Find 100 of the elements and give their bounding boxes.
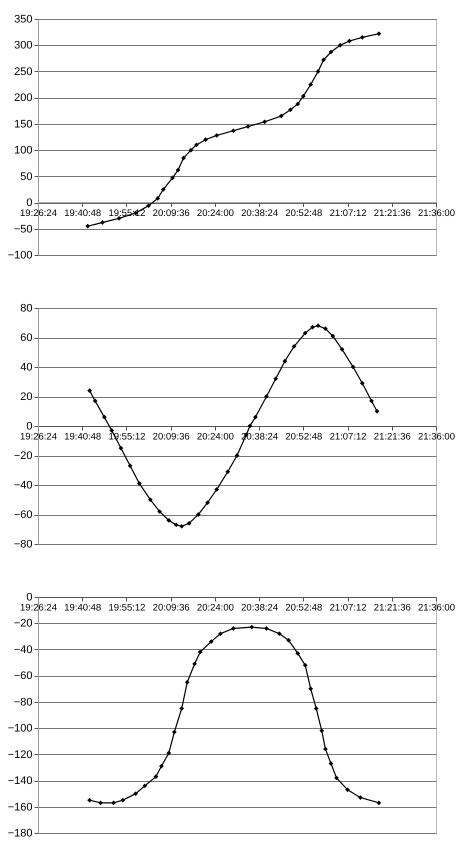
- y-tick-label: 100: [14, 144, 32, 157]
- point: [316, 69, 320, 74]
- point: [154, 774, 158, 779]
- x-tick-label: 19:40:48: [64, 208, 102, 220]
- y-tick-label: −20: [14, 618, 32, 630]
- x-tick-label: 19:26:24: [20, 432, 57, 442]
- point: [186, 521, 192, 526]
- point: [358, 795, 363, 800]
- point: [253, 414, 258, 420]
- point: [159, 764, 164, 768]
- point: [345, 787, 350, 792]
- point: [198, 650, 202, 654]
- point: [308, 686, 314, 692]
- point: [218, 631, 223, 636]
- point: [246, 124, 250, 129]
- point: [98, 800, 103, 806]
- point: [328, 50, 334, 54]
- point: [264, 626, 269, 631]
- x-tick-label: 20:38:24: [241, 208, 278, 220]
- point: [118, 446, 124, 450]
- point: [102, 414, 107, 420]
- point: [120, 798, 126, 803]
- y-tick-label: −60: [14, 670, 32, 682]
- point: [369, 398, 374, 404]
- y-tick-label: 50: [20, 170, 32, 183]
- point: [282, 358, 288, 364]
- point: [146, 203, 151, 208]
- x-tick-label: 21:21:36: [374, 432, 411, 442]
- point: [214, 133, 220, 138]
- y-tick-label: 200: [14, 92, 32, 104]
- point: [148, 497, 153, 502]
- point: [249, 624, 254, 630]
- point: [230, 128, 236, 134]
- point: [323, 746, 328, 752]
- x-tick-label: 19:40:48: [64, 602, 102, 614]
- point: [87, 798, 92, 803]
- point: [234, 453, 240, 458]
- x-tick-label: 20:52:48: [285, 208, 322, 220]
- x-tick-label: 21:36:00: [418, 602, 455, 614]
- point: [338, 42, 343, 48]
- point: [85, 224, 90, 228]
- point: [300, 94, 306, 98]
- point: [174, 522, 179, 528]
- y-tick-label: −40: [14, 480, 32, 492]
- point: [196, 512, 201, 517]
- point: [172, 730, 177, 734]
- y-tick-label: −50: [14, 223, 32, 236]
- point: [328, 761, 334, 766]
- y-tick-label: 0: [26, 197, 32, 210]
- y-tick-label: −80: [14, 538, 32, 550]
- point: [277, 631, 282, 636]
- point: [225, 469, 230, 474]
- y-tick-label: 60: [20, 332, 32, 344]
- point: [323, 326, 328, 331]
- point: [133, 791, 138, 796]
- point: [128, 463, 132, 468]
- x-tick-label: 21:21:36: [374, 208, 411, 220]
- point: [100, 220, 105, 225]
- y-tick-label: 0: [26, 592, 32, 604]
- point: [376, 31, 382, 36]
- x-tick-label: 21:07:12: [330, 602, 367, 614]
- point: [295, 102, 300, 106]
- x-tick-label: 19:26:24: [20, 602, 57, 614]
- y-tick-label: −120: [8, 748, 32, 761]
- y-tick-label: −100: [8, 722, 32, 735]
- point: [205, 500, 210, 506]
- point: [142, 783, 148, 788]
- point: [170, 176, 175, 180]
- point: [264, 394, 269, 399]
- point: [321, 58, 326, 62]
- point: [176, 168, 180, 172]
- x-tick-label: 21:07:12: [330, 432, 367, 442]
- point: [292, 344, 296, 349]
- x-tick-label: 21:36:00: [418, 432, 455, 442]
- x-tick-label: 20:38:24: [241, 602, 278, 614]
- point: [330, 334, 336, 338]
- x-tick-label: 20:09:36: [152, 208, 190, 220]
- x-tick-label: 19:40:48: [64, 432, 102, 442]
- y-tick-label: −60: [14, 509, 32, 521]
- y-tick-label: 300: [14, 40, 32, 52]
- y-tick-label: −160: [8, 801, 32, 814]
- point: [310, 324, 315, 330]
- x-tick-label: 20:24:00: [196, 208, 234, 220]
- x-tick-label: 20:52:48: [285, 602, 322, 614]
- point: [314, 706, 319, 711]
- point: [188, 148, 194, 152]
- x-tick-label: 20:24:00: [196, 602, 234, 614]
- y-tick-label: −180: [8, 828, 32, 840]
- point: [111, 800, 116, 806]
- y-tick-label: 20: [20, 391, 32, 403]
- x-tick-label: 20:24:00: [196, 432, 234, 442]
- point: [302, 330, 308, 336]
- y-tick-label: −80: [14, 696, 32, 708]
- point: [340, 346, 344, 352]
- point: [214, 487, 220, 492]
- y-tick-label: 250: [14, 66, 32, 78]
- x-tick-label: 21:21:36: [374, 602, 411, 614]
- x-tick-label: 20:09:36: [152, 432, 190, 442]
- point: [319, 728, 324, 734]
- point: [157, 509, 162, 514]
